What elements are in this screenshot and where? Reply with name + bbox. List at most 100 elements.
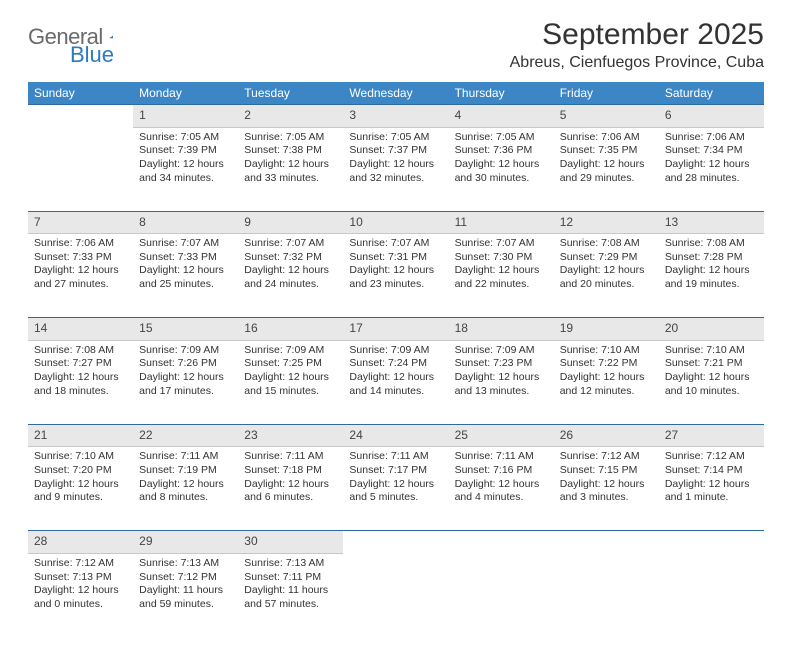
sunset-line: Sunset: 7:25 PM — [244, 357, 337, 371]
daylight-line: Daylight: 12 hours and 4 minutes. — [455, 478, 548, 505]
day-number-cell: 5 — [554, 105, 659, 128]
day-number-cell: 2 — [238, 105, 343, 128]
day-number-cell: 21 — [28, 424, 133, 447]
day-number-cell: 26 — [554, 424, 659, 447]
sunrise-line: Sunrise: 7:10 AM — [665, 344, 758, 358]
daylight-line: Daylight: 12 hours and 20 minutes. — [560, 264, 653, 291]
sunset-line: Sunset: 7:37 PM — [349, 144, 442, 158]
day-number-cell: 15 — [133, 318, 238, 341]
day-cell: Sunrise: 7:06 AMSunset: 7:34 PMDaylight:… — [659, 127, 764, 211]
day-cell: Sunrise: 7:10 AMSunset: 7:21 PMDaylight:… — [659, 340, 764, 424]
weekday-header: Sunday — [28, 82, 133, 105]
day-number-cell: 13 — [659, 211, 764, 234]
sunrise-line: Sunrise: 7:11 AM — [349, 450, 442, 464]
day-cell: Sunrise: 7:12 AMSunset: 7:14 PMDaylight:… — [659, 447, 764, 531]
sunset-line: Sunset: 7:16 PM — [455, 464, 548, 478]
daylight-line: Daylight: 12 hours and 5 minutes. — [349, 478, 442, 505]
day-number-cell: 8 — [133, 211, 238, 234]
day-number-cell: 12 — [554, 211, 659, 234]
daylight-line: Daylight: 11 hours and 57 minutes. — [244, 584, 337, 611]
day-cell: Sunrise: 7:06 AMSunset: 7:33 PMDaylight:… — [28, 234, 133, 318]
sunset-line: Sunset: 7:12 PM — [139, 571, 232, 585]
sunrise-line: Sunrise: 7:09 AM — [244, 344, 337, 358]
sunrise-line: Sunrise: 7:13 AM — [244, 557, 337, 571]
sunset-line: Sunset: 7:11 PM — [244, 571, 337, 585]
daylight-line: Daylight: 12 hours and 13 minutes. — [455, 371, 548, 398]
sunset-line: Sunset: 7:32 PM — [244, 251, 337, 265]
day-cell: Sunrise: 7:11 AMSunset: 7:18 PMDaylight:… — [238, 447, 343, 531]
daylight-line: Daylight: 12 hours and 10 minutes. — [665, 371, 758, 398]
sunset-line: Sunset: 7:29 PM — [560, 251, 653, 265]
day-number-cell: 18 — [449, 318, 554, 341]
sunset-line: Sunset: 7:36 PM — [455, 144, 548, 158]
daylight-line: Daylight: 12 hours and 28 minutes. — [665, 158, 758, 185]
day-number-row: 282930 — [28, 531, 764, 554]
day-cell: Sunrise: 7:09 AMSunset: 7:24 PMDaylight:… — [343, 340, 448, 424]
day-cell: Sunrise: 7:05 AMSunset: 7:36 PMDaylight:… — [449, 127, 554, 211]
sunrise-line: Sunrise: 7:11 AM — [244, 450, 337, 464]
daylight-line: Daylight: 12 hours and 32 minutes. — [349, 158, 442, 185]
day-cell: Sunrise: 7:07 AMSunset: 7:30 PMDaylight:… — [449, 234, 554, 318]
daylight-line: Daylight: 12 hours and 27 minutes. — [34, 264, 127, 291]
sunset-line: Sunset: 7:35 PM — [560, 144, 653, 158]
day-cell: Sunrise: 7:05 AMSunset: 7:39 PMDaylight:… — [133, 127, 238, 211]
weekday-header: Tuesday — [238, 82, 343, 105]
daylight-line: Daylight: 12 hours and 22 minutes. — [455, 264, 548, 291]
day-number-cell: 23 — [238, 424, 343, 447]
daylight-line: Daylight: 12 hours and 9 minutes. — [34, 478, 127, 505]
day-cell: Sunrise: 7:07 AMSunset: 7:33 PMDaylight:… — [133, 234, 238, 318]
day-number-cell: 3 — [343, 105, 448, 128]
sunset-line: Sunset: 7:15 PM — [560, 464, 653, 478]
sunset-line: Sunset: 7:27 PM — [34, 357, 127, 371]
sunset-line: Sunset: 7:20 PM — [34, 464, 127, 478]
day-number-cell: 1 — [133, 105, 238, 128]
day-cell: Sunrise: 7:12 AMSunset: 7:15 PMDaylight:… — [554, 447, 659, 531]
sunset-line: Sunset: 7:30 PM — [455, 251, 548, 265]
day-number-cell: 9 — [238, 211, 343, 234]
day-cell: Sunrise: 7:11 AMSunset: 7:16 PMDaylight:… — [449, 447, 554, 531]
daylight-line: Daylight: 12 hours and 18 minutes. — [34, 371, 127, 398]
brand-sub: Blue — [70, 42, 792, 68]
daylight-line: Daylight: 12 hours and 30 minutes. — [455, 158, 548, 185]
day-number-cell — [554, 531, 659, 554]
daylight-line: Daylight: 12 hours and 8 minutes. — [139, 478, 232, 505]
day-cell: Sunrise: 7:09 AMSunset: 7:23 PMDaylight:… — [449, 340, 554, 424]
day-cell: Sunrise: 7:13 AMSunset: 7:11 PMDaylight:… — [238, 553, 343, 637]
day-cell: Sunrise: 7:08 AMSunset: 7:27 PMDaylight:… — [28, 340, 133, 424]
sunset-line: Sunset: 7:17 PM — [349, 464, 442, 478]
daylight-line: Daylight: 11 hours and 59 minutes. — [139, 584, 232, 611]
daylight-line: Daylight: 12 hours and 29 minutes. — [560, 158, 653, 185]
day-number-cell: 16 — [238, 318, 343, 341]
sunset-line: Sunset: 7:33 PM — [34, 251, 127, 265]
sunset-line: Sunset: 7:21 PM — [665, 357, 758, 371]
sunrise-line: Sunrise: 7:06 AM — [34, 237, 127, 251]
weekday-header: Saturday — [659, 82, 764, 105]
day-cell: Sunrise: 7:08 AMSunset: 7:28 PMDaylight:… — [659, 234, 764, 318]
sunset-line: Sunset: 7:31 PM — [349, 251, 442, 265]
day-number-cell — [28, 105, 133, 128]
sunrise-line: Sunrise: 7:12 AM — [34, 557, 127, 571]
sunset-line: Sunset: 7:38 PM — [244, 144, 337, 158]
day-number-cell: 17 — [343, 318, 448, 341]
day-cell — [659, 553, 764, 637]
sunset-line: Sunset: 7:24 PM — [349, 357, 442, 371]
sunrise-line: Sunrise: 7:05 AM — [455, 131, 548, 145]
day-cell: Sunrise: 7:07 AMSunset: 7:32 PMDaylight:… — [238, 234, 343, 318]
sunrise-line: Sunrise: 7:12 AM — [665, 450, 758, 464]
day-number-cell: 28 — [28, 531, 133, 554]
day-cell: Sunrise: 7:07 AMSunset: 7:31 PMDaylight:… — [343, 234, 448, 318]
day-cell: Sunrise: 7:09 AMSunset: 7:25 PMDaylight:… — [238, 340, 343, 424]
daylight-line: Daylight: 12 hours and 23 minutes. — [349, 264, 442, 291]
daylight-line: Daylight: 12 hours and 19 minutes. — [665, 264, 758, 291]
sunrise-line: Sunrise: 7:12 AM — [560, 450, 653, 464]
daylight-line: Daylight: 12 hours and 25 minutes. — [139, 264, 232, 291]
weekday-header: Monday — [133, 82, 238, 105]
day-number-cell — [449, 531, 554, 554]
sunrise-line: Sunrise: 7:09 AM — [455, 344, 548, 358]
sunset-line: Sunset: 7:22 PM — [560, 357, 653, 371]
day-number-cell: 14 — [28, 318, 133, 341]
day-number-cell: 4 — [449, 105, 554, 128]
daylight-line: Daylight: 12 hours and 6 minutes. — [244, 478, 337, 505]
sunrise-line: Sunrise: 7:05 AM — [244, 131, 337, 145]
sunset-line: Sunset: 7:14 PM — [665, 464, 758, 478]
